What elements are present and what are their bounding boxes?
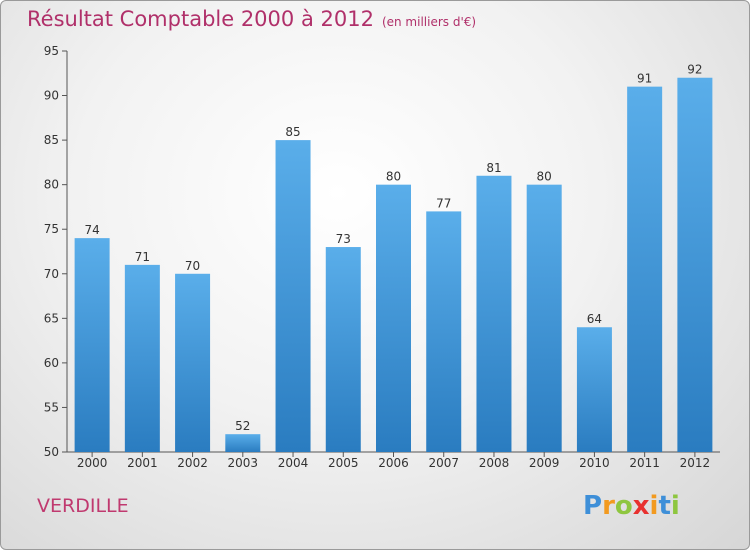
logo-letter: o bbox=[614, 491, 633, 521]
y-tick-label: 85 bbox=[44, 133, 59, 147]
bar bbox=[275, 140, 311, 452]
data-label: 80 bbox=[386, 170, 401, 184]
data-label: 73 bbox=[336, 232, 351, 246]
data-label: 81 bbox=[486, 161, 501, 175]
y-tick-label: 60 bbox=[44, 356, 59, 370]
x-tick-label: 2005 bbox=[328, 456, 359, 470]
bar bbox=[476, 175, 512, 452]
y-tick-label: 65 bbox=[44, 311, 59, 325]
y-tick-label: 70 bbox=[44, 267, 59, 281]
bar bbox=[677, 77, 713, 452]
proxiti-logo: Proxiti bbox=[583, 491, 680, 521]
logo-letter: r bbox=[602, 491, 615, 521]
logo-letter: i bbox=[670, 491, 680, 521]
data-label: 70 bbox=[185, 259, 200, 273]
data-label: 77 bbox=[436, 196, 451, 210]
y-tick-label: 95 bbox=[44, 44, 59, 58]
x-tick-label: 2009 bbox=[529, 456, 560, 470]
x-tick-label: 2004 bbox=[278, 456, 309, 470]
x-tick-label: 2002 bbox=[177, 456, 208, 470]
data-label: 85 bbox=[285, 125, 300, 139]
x-tick-label: 2000 bbox=[77, 456, 108, 470]
bar bbox=[175, 273, 211, 452]
bar bbox=[576, 327, 612, 452]
y-tick-label: 80 bbox=[44, 178, 59, 192]
x-tick-label: 2007 bbox=[428, 456, 459, 470]
bar bbox=[376, 184, 411, 452]
x-tick-label: 2008 bbox=[479, 456, 510, 470]
data-label: 52 bbox=[235, 419, 250, 433]
y-tick-label: 75 bbox=[44, 222, 59, 236]
logo-letter: i bbox=[649, 491, 659, 521]
bar bbox=[74, 238, 110, 452]
x-tick-label: 2003 bbox=[228, 456, 259, 470]
x-tick-label: 2012 bbox=[680, 456, 711, 470]
x-tick-label: 2010 bbox=[579, 456, 610, 470]
y-tick-label: 50 bbox=[44, 445, 59, 459]
bar bbox=[225, 434, 261, 452]
place-name: VERDILLE bbox=[37, 495, 129, 517]
data-label: 91 bbox=[637, 72, 652, 86]
data-label: 74 bbox=[84, 223, 99, 237]
logo-letter: x bbox=[632, 491, 650, 521]
chart-title-text: Résultat Comptable 2000 à 2012 bbox=[27, 7, 374, 31]
bar bbox=[124, 264, 160, 452]
data-label: 71 bbox=[135, 250, 150, 264]
bar bbox=[325, 247, 361, 452]
data-label: 80 bbox=[537, 170, 552, 184]
chart-subtitle: (en milliers d'€) bbox=[381, 15, 477, 29]
logo-letter: P bbox=[583, 491, 603, 521]
data-label: 64 bbox=[587, 312, 602, 326]
bar bbox=[526, 184, 562, 452]
y-tick-label: 90 bbox=[44, 89, 59, 103]
x-tick-label: 2011 bbox=[629, 456, 660, 470]
data-label: 92 bbox=[687, 63, 702, 77]
x-tick-label: 2001 bbox=[127, 456, 158, 470]
chart-title: Résultat Comptable 2000 à 2012 (en millie… bbox=[27, 7, 476, 31]
x-tick-label: 2006 bbox=[378, 456, 409, 470]
y-tick-label: 55 bbox=[44, 400, 59, 414]
bar bbox=[426, 211, 462, 452]
bar bbox=[627, 86, 663, 453]
logo-letter: t bbox=[658, 491, 671, 521]
